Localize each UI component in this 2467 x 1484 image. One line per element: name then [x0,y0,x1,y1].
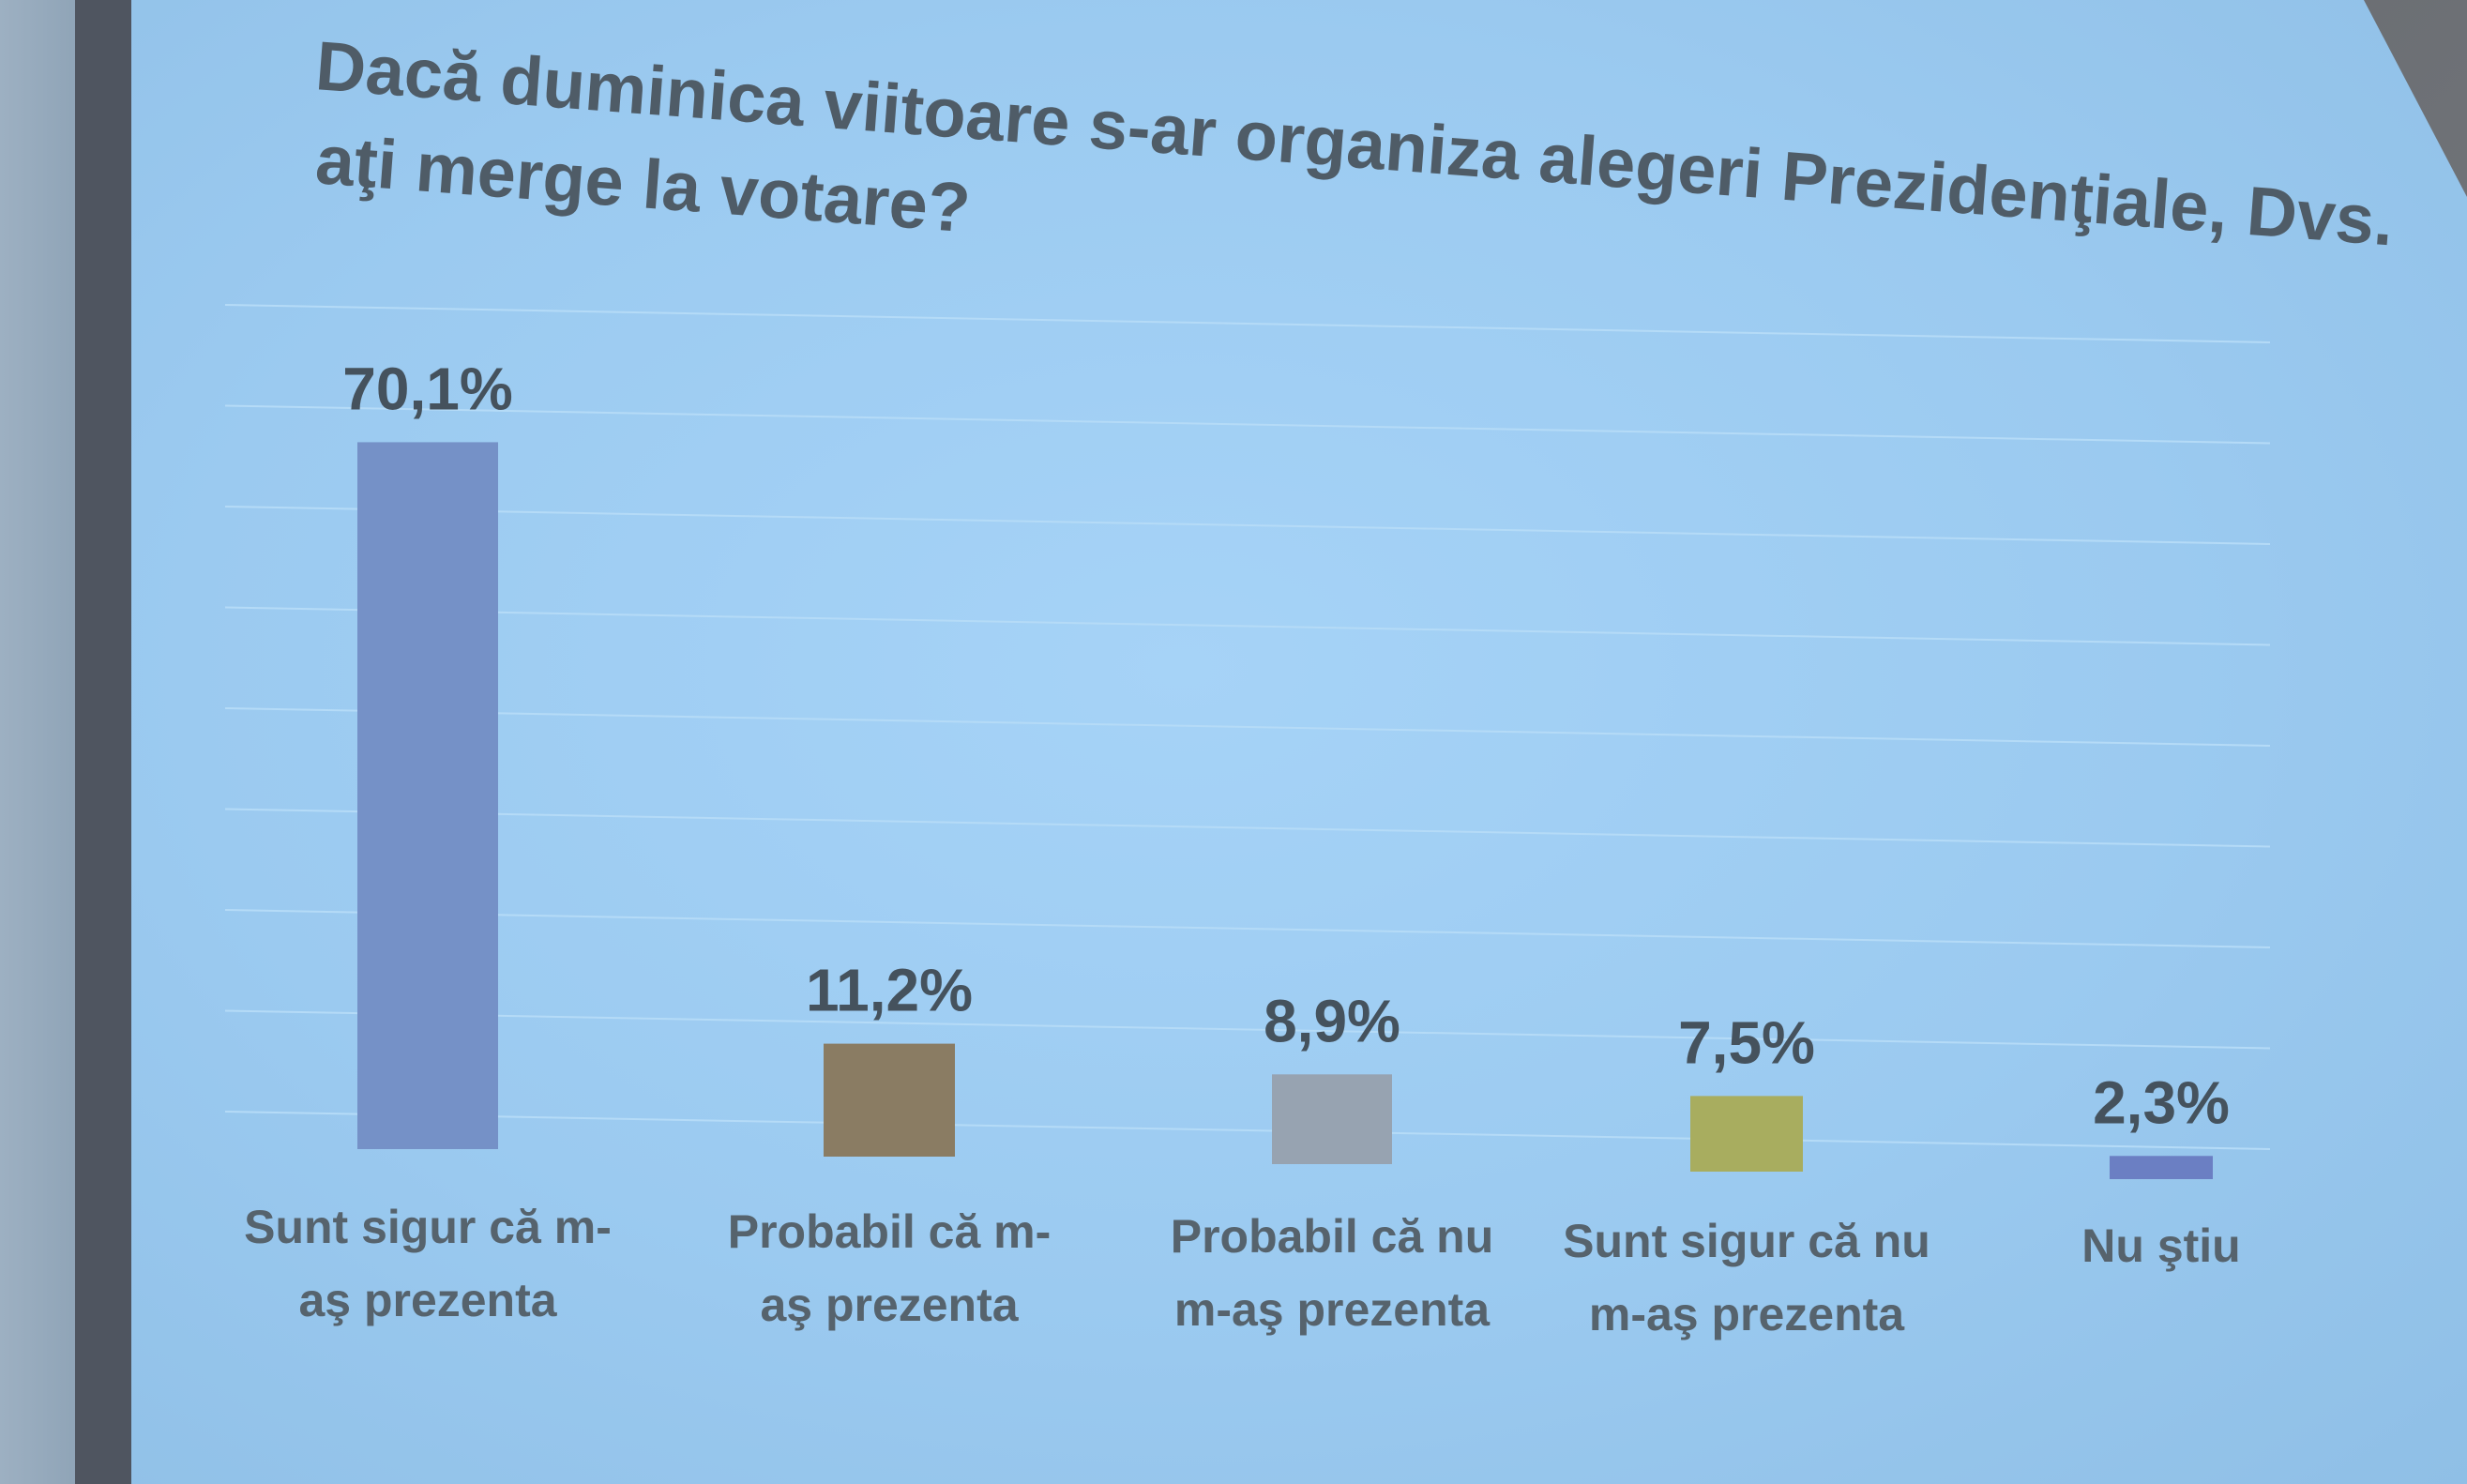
value-label: 11,2% [806,957,973,1024]
screen-frame-edge [75,0,131,1484]
bar-chart: Dacă duminica viitoare s-ar organiza ale… [224,26,2397,1340]
value-label: 7,5% [1678,1008,1815,1076]
projection-screen: Dacă duminica viitoare s-ar organiza ale… [131,0,2467,1484]
gridline [224,506,2271,545]
bar [357,442,498,1149]
category-label: Probabil că nu [1171,1210,1494,1263]
category-label: aş prezenta [298,1274,557,1326]
gridline [224,909,2271,948]
category-label: Nu ştiu [2081,1219,2240,1272]
category-label: m-aş prezenta [1174,1283,1491,1336]
bar [1272,1074,1392,1164]
value-label: 70,1% [342,355,512,422]
category-label: Probabil că m- [728,1205,1052,1258]
bar [1690,1096,1803,1172]
category-label: Sunt sigur că m- [244,1201,612,1253]
gridline [224,1009,2271,1050]
category-label: Sunt sigur că nu [1563,1215,1930,1267]
gridline [224,304,2271,343]
left-wall [0,0,84,1484]
category-label: aş prezenta [760,1279,1019,1331]
chart-category-labels: Sunt sigur că m-aş prezenta Probabil că m… [244,1201,2241,1340]
bar [2110,1156,2213,1179]
chart-title: Dacă duminica viitoare s-ar organiza ale… [313,26,2397,260]
bar [824,1043,955,1157]
gridline [224,1111,2271,1150]
value-label: 2,3% [2093,1068,2230,1136]
chart-bars [357,442,2213,1179]
gridline [224,808,2271,848]
chart-value-labels: 70,1% 11,2% 8,9% 7,5% 2,3% [342,355,2230,1136]
gridline [224,606,2271,646]
gridline [224,707,2271,747]
gridline [224,404,2271,445]
category-label: m-aş prezenta [1589,1288,1905,1340]
value-label: 8,9% [1264,987,1400,1054]
chart-gridlines [224,304,2271,1150]
